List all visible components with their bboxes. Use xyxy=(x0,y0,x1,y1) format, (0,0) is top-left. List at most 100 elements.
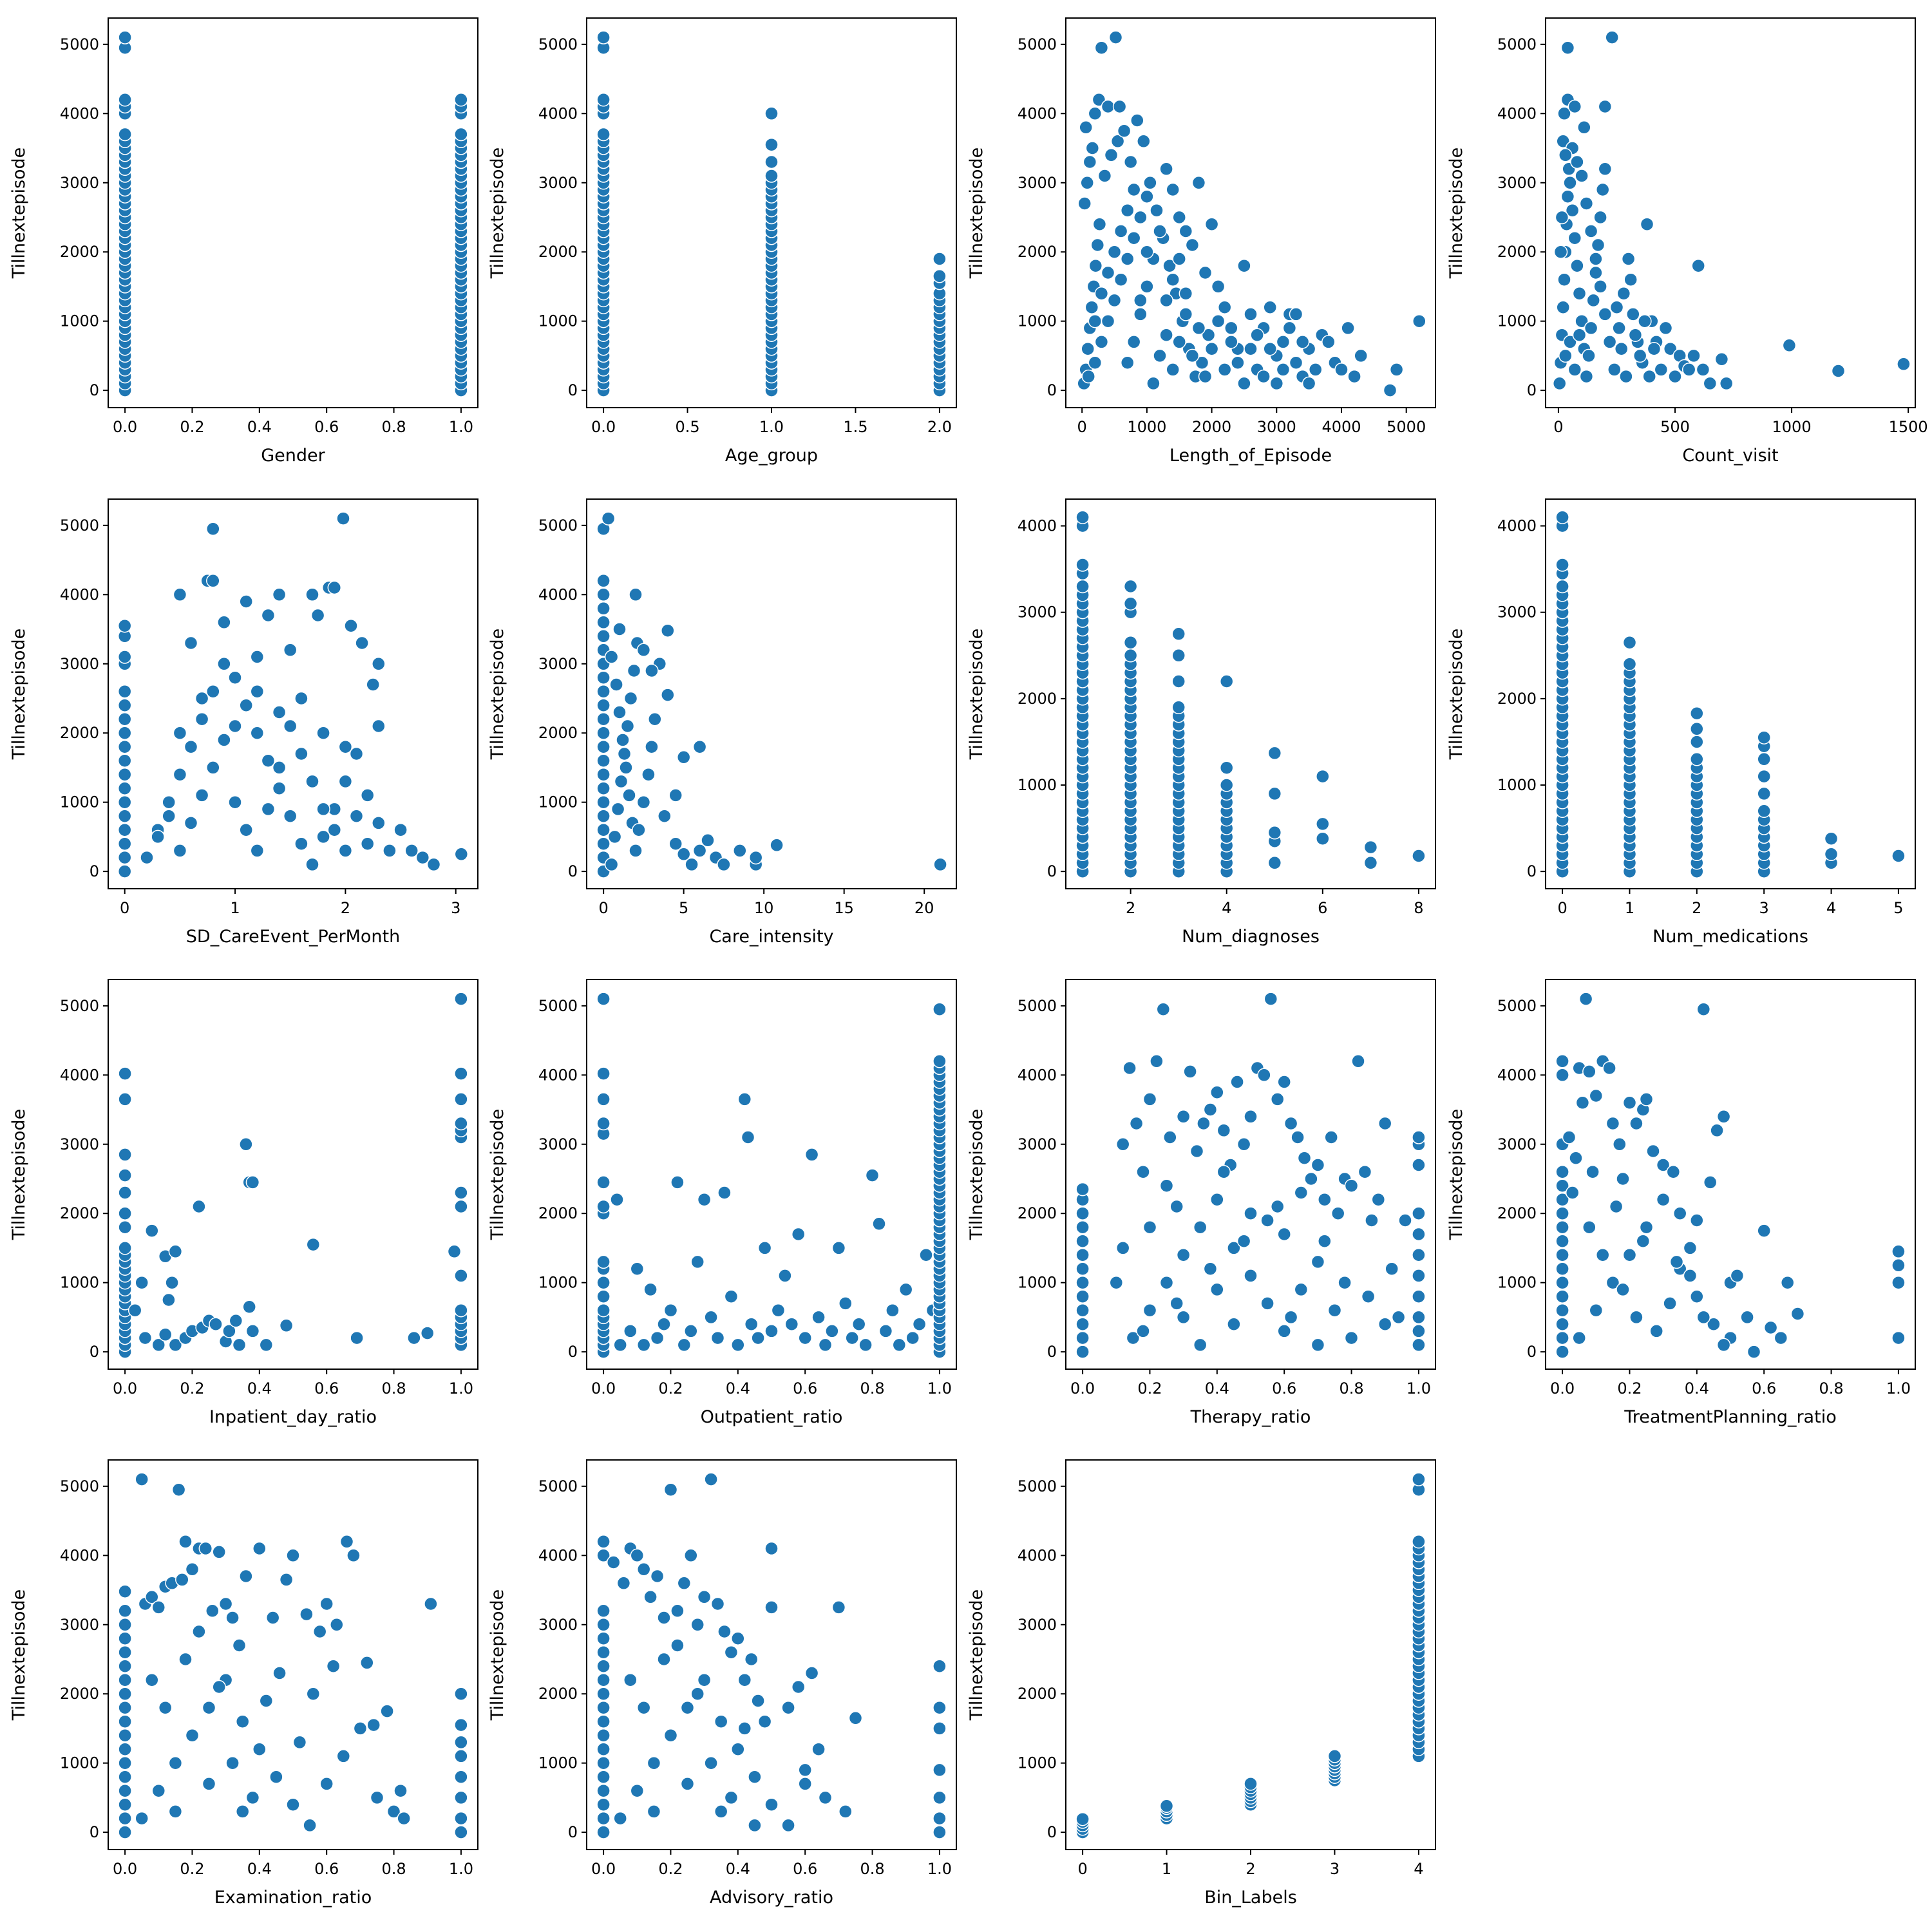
data-point xyxy=(1555,1234,1569,1248)
data-point xyxy=(1569,1151,1583,1165)
x-tick-label: 3000 xyxy=(1257,418,1296,436)
data-point xyxy=(1237,376,1251,391)
data-point xyxy=(1575,169,1589,183)
data-point xyxy=(360,837,375,851)
x-axis-label: Advisory_ratio xyxy=(710,1888,833,1908)
x-axis-label: Examination_ratio xyxy=(214,1888,372,1908)
data-point xyxy=(1120,203,1135,218)
axes-frame xyxy=(1545,979,1916,1370)
y-tick-label: 1000 xyxy=(1497,776,1537,794)
data-point xyxy=(1663,1296,1677,1311)
points xyxy=(118,1472,468,1839)
data-point xyxy=(239,698,253,712)
subplot-therapy-ratio: 0.0 0.2 0.4 0.6 0.8 1.0 0 1000 2000 3000 4000 5000 T… xyxy=(967,979,1436,1427)
data-point xyxy=(933,1763,947,1777)
data-point xyxy=(447,1244,462,1259)
data-point xyxy=(1324,1130,1338,1144)
data-point xyxy=(145,1590,159,1604)
x-tick-label: 5000 xyxy=(1387,418,1426,436)
y-tick-label: 4000 xyxy=(60,104,99,122)
data-point xyxy=(184,816,198,830)
data-point xyxy=(912,1317,927,1331)
data-point xyxy=(1159,1799,1174,1814)
data-point xyxy=(1612,321,1626,336)
x-tick-label: 0.8 xyxy=(860,1860,884,1878)
data-point xyxy=(1757,804,1771,819)
data-point xyxy=(1622,657,1637,671)
data-point xyxy=(1256,369,1271,384)
data-point xyxy=(1321,335,1336,349)
data-point xyxy=(118,1811,132,1826)
data-point xyxy=(1136,1164,1150,1179)
data-point xyxy=(1344,1331,1359,1345)
data-point xyxy=(1412,1206,1426,1220)
x-tick-label: 0.6 xyxy=(314,1860,339,1878)
data-point xyxy=(1616,286,1631,301)
data-point xyxy=(299,1607,314,1622)
data-point xyxy=(454,1718,468,1732)
y-tick-label: 3000 xyxy=(538,1135,578,1153)
data-point xyxy=(118,1168,132,1182)
y-tick-label: 4000 xyxy=(538,1546,578,1564)
data-point xyxy=(1318,1234,1332,1248)
x-axis-label: Therapy_ratio xyxy=(1190,1407,1311,1427)
data-point xyxy=(346,1548,361,1563)
data-point xyxy=(336,511,350,526)
data-point xyxy=(1598,99,1613,114)
data-point xyxy=(454,1186,468,1200)
axes-frame xyxy=(1065,498,1436,889)
data-point xyxy=(198,1541,213,1556)
data-point xyxy=(1565,203,1580,218)
data-point xyxy=(117,739,132,754)
data-point xyxy=(1691,258,1705,273)
x-axis-label: Num_diagnoses xyxy=(1182,927,1320,947)
y-tick-label: 3000 xyxy=(1018,603,1057,621)
data-point xyxy=(606,1555,621,1569)
x-tick-label: 0.2 xyxy=(180,1379,204,1397)
data-point xyxy=(714,1804,728,1819)
data-point xyxy=(1782,338,1797,353)
data-point xyxy=(781,1700,795,1715)
y-tick-label: 2000 xyxy=(538,243,578,261)
y-axis-label: Tillnextepisode xyxy=(1446,147,1466,279)
data-point xyxy=(1361,1289,1376,1303)
data-point xyxy=(1257,1068,1271,1083)
y-tick-label: 5000 xyxy=(538,516,578,535)
data-point xyxy=(905,1331,920,1345)
y-tick-label: 1000 xyxy=(1497,312,1537,330)
data-point xyxy=(306,1237,321,1252)
data-point xyxy=(596,739,611,754)
data-point xyxy=(623,1672,638,1687)
data-point xyxy=(1156,1002,1171,1016)
data-point xyxy=(194,712,209,726)
data-point xyxy=(701,833,715,848)
data-point xyxy=(1558,148,1573,162)
data-point xyxy=(1179,286,1193,301)
data-point xyxy=(609,677,623,692)
data-point xyxy=(1613,1137,1627,1151)
data-point xyxy=(1378,1116,1392,1131)
y-axis-label: Tillnextepisode xyxy=(967,147,987,279)
data-point xyxy=(1347,369,1361,384)
data-point xyxy=(245,1324,260,1338)
data-point xyxy=(1130,113,1144,128)
data-point xyxy=(316,802,330,817)
y-axis-label: Tillnextepisode xyxy=(967,1589,987,1721)
data-point xyxy=(1153,224,1167,238)
data-point xyxy=(1666,1164,1681,1179)
data-point xyxy=(151,1783,166,1798)
data-point xyxy=(1172,252,1186,266)
data-point xyxy=(283,643,298,658)
y-tick-label: 5000 xyxy=(1497,35,1537,53)
data-point xyxy=(360,1656,374,1670)
data-point xyxy=(1327,1749,1342,1763)
data-point xyxy=(135,1275,149,1290)
x-tick-label: 0.0 xyxy=(113,1379,137,1397)
data-point xyxy=(1575,1095,1590,1110)
x-tick-label: 0 xyxy=(1557,899,1567,917)
data-point xyxy=(1075,1262,1090,1276)
data-point xyxy=(1578,992,1593,1006)
data-point xyxy=(724,1790,739,1805)
data-point xyxy=(663,1728,678,1743)
